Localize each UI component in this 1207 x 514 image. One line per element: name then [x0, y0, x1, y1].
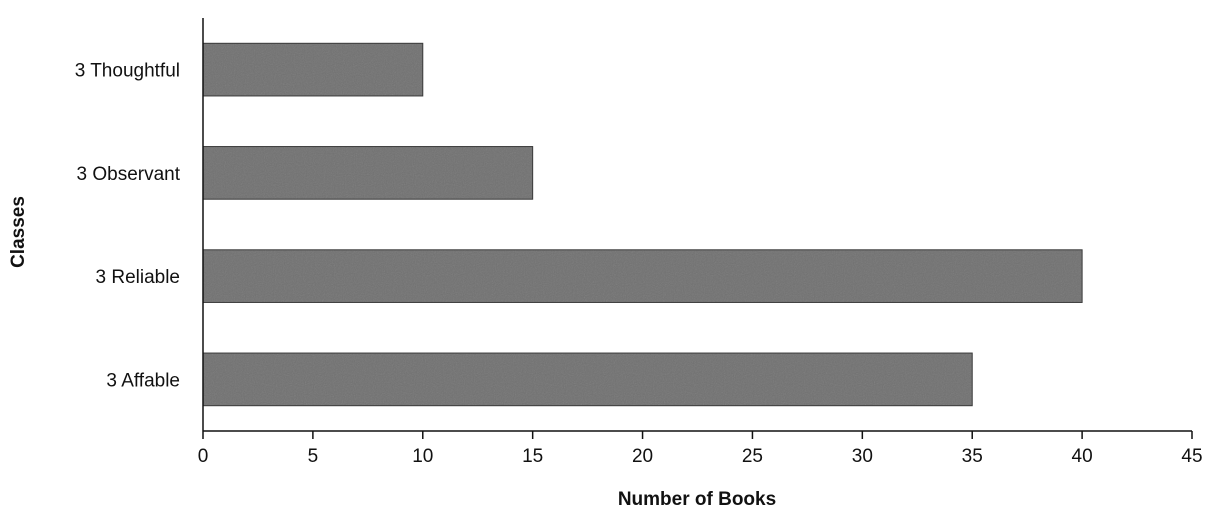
- x-tick-label: 40: [1072, 446, 1093, 467]
- bar-3-reliable: [203, 250, 1082, 303]
- category-labels: 3 Thoughtful 3 Observant 3 Reliable 3 Affab…: [75, 61, 181, 392]
- x-tick-label: 20: [632, 446, 653, 467]
- category-label: 3 Reliable: [96, 267, 181, 288]
- bar-3-observant: [203, 147, 533, 200]
- x-tick-label: 35: [962, 446, 983, 467]
- category-label: 3 Affable: [106, 370, 180, 391]
- x-tick-label: 45: [1181, 446, 1202, 467]
- x-axis-ticks: [203, 431, 1192, 439]
- x-axis-tick-labels: 0 5 10 15 20 25 30 35 40 45: [198, 446, 1203, 467]
- x-tick-label: 5: [308, 446, 319, 467]
- y-axis-title: Classes: [8, 196, 29, 268]
- x-tick-label: 25: [742, 446, 763, 467]
- bar-3-affable: [203, 353, 972, 406]
- x-tick-label: 15: [522, 446, 543, 467]
- category-label: 3 Observant: [77, 164, 181, 185]
- category-label: 3 Thoughtful: [75, 61, 180, 82]
- x-tick-label: 10: [412, 446, 433, 467]
- x-tick-label: 30: [852, 446, 873, 467]
- x-tick-label: 0: [198, 446, 209, 467]
- x-axis-title: Number of Books: [618, 489, 776, 510]
- bar-3-thoughtful: [203, 43, 423, 96]
- bars-layer: [203, 43, 1082, 405]
